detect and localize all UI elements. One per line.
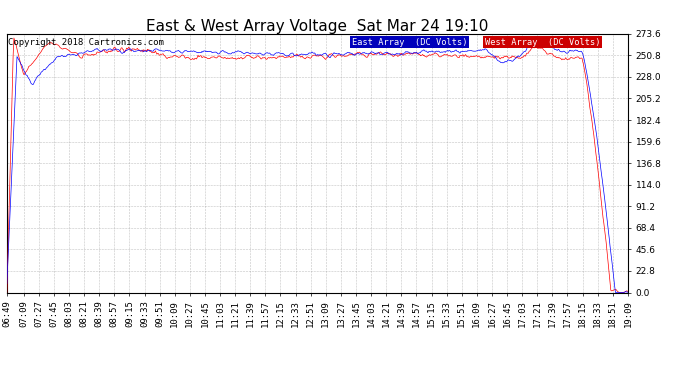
Text: Copyright 2018 Cartronics.com: Copyright 2018 Cartronics.com	[8, 38, 164, 46]
Text: West Array  (DC Volts): West Array (DC Volts)	[485, 38, 600, 46]
Text: East Array  (DC Volts): East Array (DC Volts)	[352, 38, 467, 46]
Title: East & West Array Voltage  Sat Mar 24 19:10: East & West Array Voltage Sat Mar 24 19:…	[146, 19, 489, 34]
